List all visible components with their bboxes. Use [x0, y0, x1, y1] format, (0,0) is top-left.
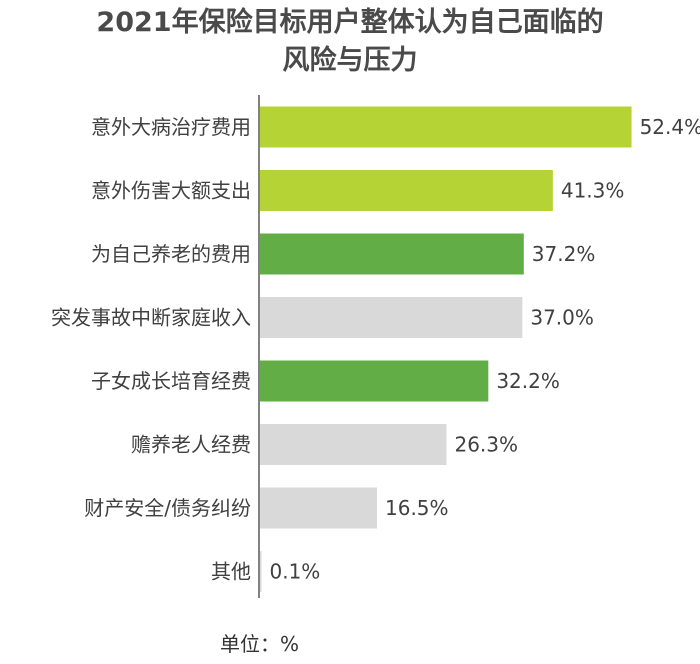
value-label-6: 16.5%	[385, 496, 449, 520]
value-label-0: 52.4%	[640, 115, 700, 139]
bar-chart: 意外大病治疗费用 52.4% 意外伤害大额支出 41.3% 为自己养老的费用 37.2% 突…	[51, 95, 700, 598]
value-label-1: 41.3%	[561, 179, 625, 203]
category-label-7: 其他	[211, 560, 251, 584]
category-label-0: 意外大病治疗费用	[91, 115, 251, 139]
unit-label: 单位：%	[220, 632, 300, 656]
bar-3	[260, 297, 523, 338]
value-label-7: 0.1%	[270, 560, 321, 584]
category-label-2: 为自己养老的费用	[91, 242, 251, 266]
category-label-6: 财产安全/债务纠纷	[84, 496, 251, 520]
value-label-3: 37.0%	[530, 306, 594, 330]
category-label-1: 意外伤害大额支出	[91, 179, 251, 203]
value-label-4: 32.2%	[496, 369, 560, 393]
chart-title: 2021年保险目标用户整体认为自己面临的 风险与压力	[0, 4, 700, 80]
value-label-2: 37.2%	[532, 242, 596, 266]
bar-1	[260, 170, 553, 211]
bar-5	[260, 424, 447, 465]
bar-6	[260, 487, 377, 529]
chart-title-line-1: 2021年保险目标用户整体认为自己面临的	[96, 7, 604, 38]
bar-2	[260, 233, 524, 275]
bar-4	[260, 360, 489, 402]
chart-title-line-2: 风险与压力	[282, 45, 418, 76]
category-label-4: 子女成长培育经费	[91, 369, 251, 393]
category-label-5: 赡养老人经费	[131, 433, 251, 457]
bar-0	[260, 106, 632, 148]
bar-7	[260, 551, 262, 592]
value-label-5: 26.3%	[454, 433, 518, 457]
category-label-3: 突发事故中断家庭收入	[51, 306, 251, 330]
